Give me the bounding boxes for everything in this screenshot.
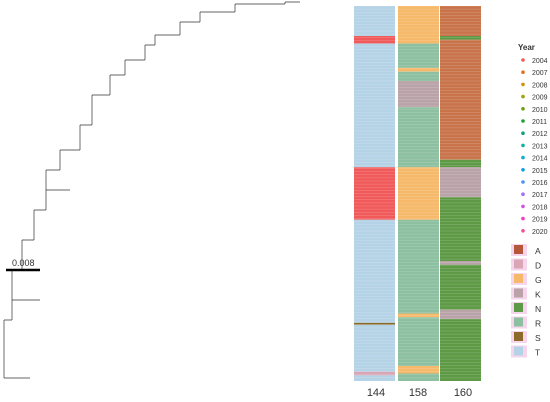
heatmap-cell [398,71,439,81]
heatmap-cell [398,43,439,68]
column-label-160: 160 [454,387,472,399]
heatmap-cell [398,81,439,108]
heatmap-cell [354,6,395,36]
scale-bar: 0.008 [6,258,40,272]
column-label-158: 158 [409,387,427,399]
legend-year-label: 2013 [532,143,548,150]
legend-year-items: 2004 2007 2008 2009 2010 2011 2012 2013 2014 2015… [521,58,548,236]
legend-year-swatch [521,119,525,123]
legend-year-swatch [521,82,525,87]
heatmap [354,5,481,381]
heatmap-cell [398,317,439,366]
legend-aa-label: A [535,246,541,256]
heatmap-cell [440,261,481,265]
legend-aa-label: R [535,319,541,329]
legend-aa-label: N [535,304,541,314]
legend-aa-label: G [535,275,542,285]
legend-aa-swatch [514,259,523,269]
legend-year-label: 2009 [532,95,548,102]
legend-year-swatch [521,168,525,172]
heatmap-cell [398,67,439,72]
heatmap-cell [440,159,481,168]
column-label-144: 144 [367,387,385,399]
heatmap-cell [354,43,395,168]
legend-year-swatch [521,229,525,233]
legend-aa-label: K [535,290,541,300]
legend-year-label: 2014 [532,156,548,163]
legend-year-swatch [521,58,525,62]
legend-year-title: Year [518,43,535,52]
legend-aa-swatch [514,303,523,312]
legend-aa-swatch [514,332,523,341]
heatmap-cell [354,219,395,323]
legend-year-swatch [521,143,525,148]
scale-bar-label: 0.008 [12,258,35,268]
heatmap-cell [440,197,481,261]
heatmap-cell [354,322,395,325]
legend-year-swatch [521,216,525,221]
legend-aa-swatch [514,288,523,298]
legend-aa-swatch [514,274,523,283]
legend-year-label: 2007 [532,70,548,77]
heatmap-cell [398,366,439,374]
legend-year-swatch [521,94,525,99]
legend-year-swatch [521,204,525,209]
legend-year-label: 2020 [532,229,548,236]
legend-year-label: 2004 [532,58,548,65]
legend-year-label: 2008 [532,82,548,89]
legend-year-swatch [521,107,525,111]
legend-year-label: 2010 [532,107,548,114]
legend-year-label: 2017 [532,192,548,199]
heatmap-cell [354,324,395,372]
heatmap-cell [398,373,439,381]
legend-year-label: 2018 [532,204,548,211]
heatmap-cell [354,371,395,376]
legend-aa-label: D [535,261,541,271]
heatmap-cell [440,309,481,320]
legend-year-swatch [521,180,525,184]
legend-year-swatch [521,70,525,74]
legend-year-label: 2019 [532,217,548,224]
heatmap-column-labels: 144 158 160 [367,387,472,399]
heatmap-cell [398,219,439,314]
heatmap-cell [440,319,481,381]
legend-aa-swatch [514,317,523,327]
legend-year-label: 2016 [532,180,548,187]
legend-year-swatch [521,155,525,160]
legend-aa-label: T [535,348,540,358]
legend-year: Year 2004 2007 2008 2009 2010 2011 2012 2013 201… [518,43,548,236]
legend-year-swatch [521,192,525,196]
legend-year-swatch [521,131,525,135]
phylogenetic-tree [3,1,300,379]
legend-year-label: 2015 [532,168,548,175]
heatmap-cell [440,167,481,198]
heatmap-cell [354,36,395,44]
legend-aa-label: S [535,333,541,343]
heatmap-cell [354,375,395,381]
legend-year-label: 2012 [532,131,548,138]
heatmap-cell [440,36,481,40]
legend-year-label: 2011 [532,119,547,126]
legend-aa-swatch [514,245,523,254]
heatmap-cell [440,6,481,36]
legend-aa-swatch [514,346,523,356]
